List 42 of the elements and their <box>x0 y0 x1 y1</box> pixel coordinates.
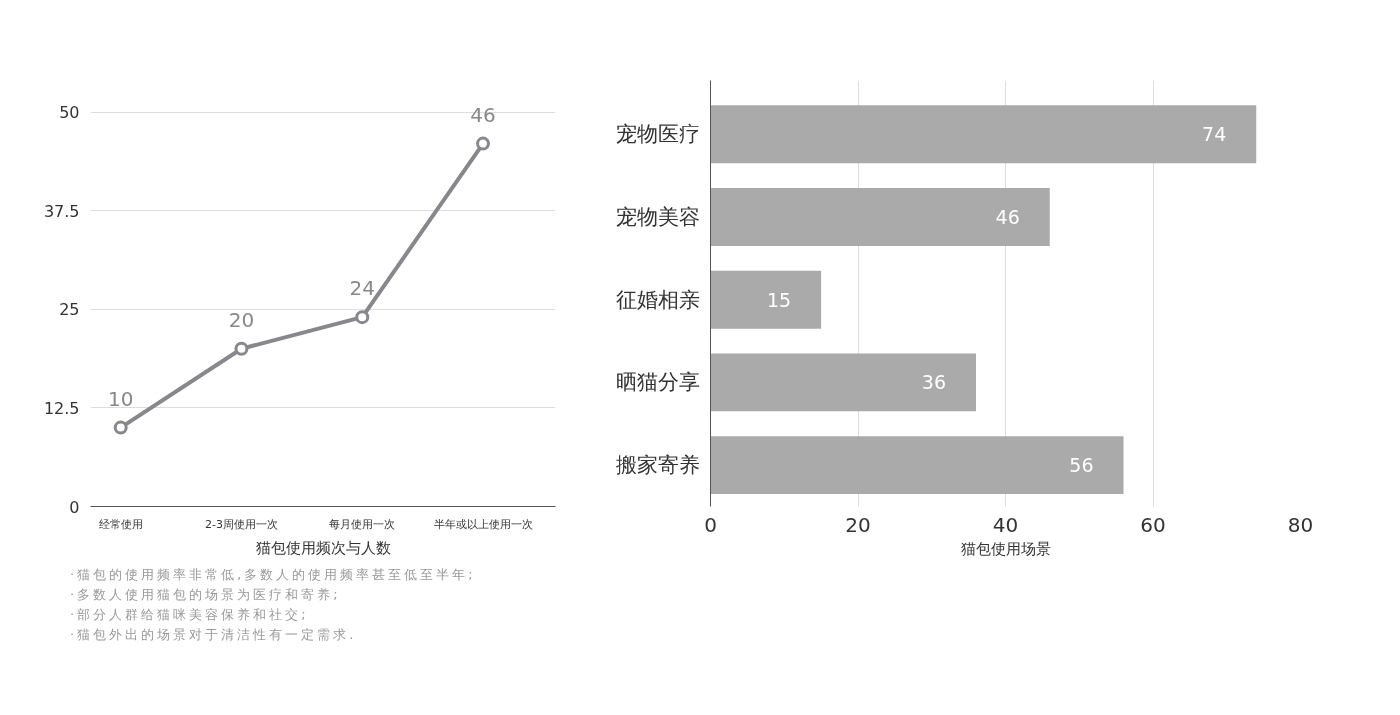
data-label: 10 <box>107 386 134 411</box>
x-tick-label: 20 <box>845 512 871 537</box>
y-tick-label: 宠物美容 <box>615 204 700 229</box>
data-label: 20 <box>228 307 255 332</box>
bar <box>710 270 822 329</box>
y-tick-label: 12.5 <box>43 398 80 418</box>
bar <box>710 436 1124 495</box>
y-tick-label: 晒猫分享 <box>615 370 700 395</box>
y-tick-label: 25 <box>59 300 80 320</box>
y-tick-label: 宠物医疗 <box>615 122 700 147</box>
x-tick-label: 每月使用一次 <box>329 517 396 531</box>
point <box>113 420 128 435</box>
bar <box>710 105 1257 164</box>
x-axis-title: 猫包使用场景 <box>960 539 1051 558</box>
data-label: 24 <box>349 276 375 301</box>
bar <box>710 353 976 412</box>
x-tick-label: 60 <box>1140 512 1166 537</box>
point <box>234 341 249 356</box>
data-label: 46 <box>470 102 496 127</box>
bar <box>710 188 1050 246</box>
text: ·部分人群给猫咪美容保养和社交; <box>70 606 310 624</box>
data-label: 15 <box>766 288 792 311</box>
data-label: 36 <box>921 371 947 394</box>
x-tick-label: 0 <box>704 512 717 537</box>
data-label: 46 <box>995 205 1020 228</box>
x-tick-label: 经常使用 <box>98 517 143 531</box>
x-tick-label: 40 <box>992 512 1019 537</box>
text: ·猫包的使用频率非常低,多数人的使用频率甚至低至半年; <box>70 566 476 584</box>
text: ·多数人使用猫包的场景为医疗和寄养; <box>70 586 342 604</box>
y-tick-label: 37.5 <box>43 201 80 221</box>
data-label: 74 <box>1202 123 1227 146</box>
x-axis-title: 猫包使用频次与人数 <box>255 538 391 557</box>
y-tick-label: 0 <box>69 497 80 517</box>
y-tick-label: 50 <box>59 103 80 123</box>
point <box>355 310 370 325</box>
x-tick-label: 80 <box>1287 512 1314 537</box>
x-tick-label: 半年或以上使用一次 <box>433 517 533 531</box>
x-tick-label: 2-3周使用一次 <box>204 517 278 531</box>
y-tick-label: 搬家寄养 <box>615 453 700 478</box>
data-label: 56 <box>1069 454 1094 477</box>
point <box>476 136 491 151</box>
y-tick-label: 征婚相亲 <box>615 287 700 312</box>
